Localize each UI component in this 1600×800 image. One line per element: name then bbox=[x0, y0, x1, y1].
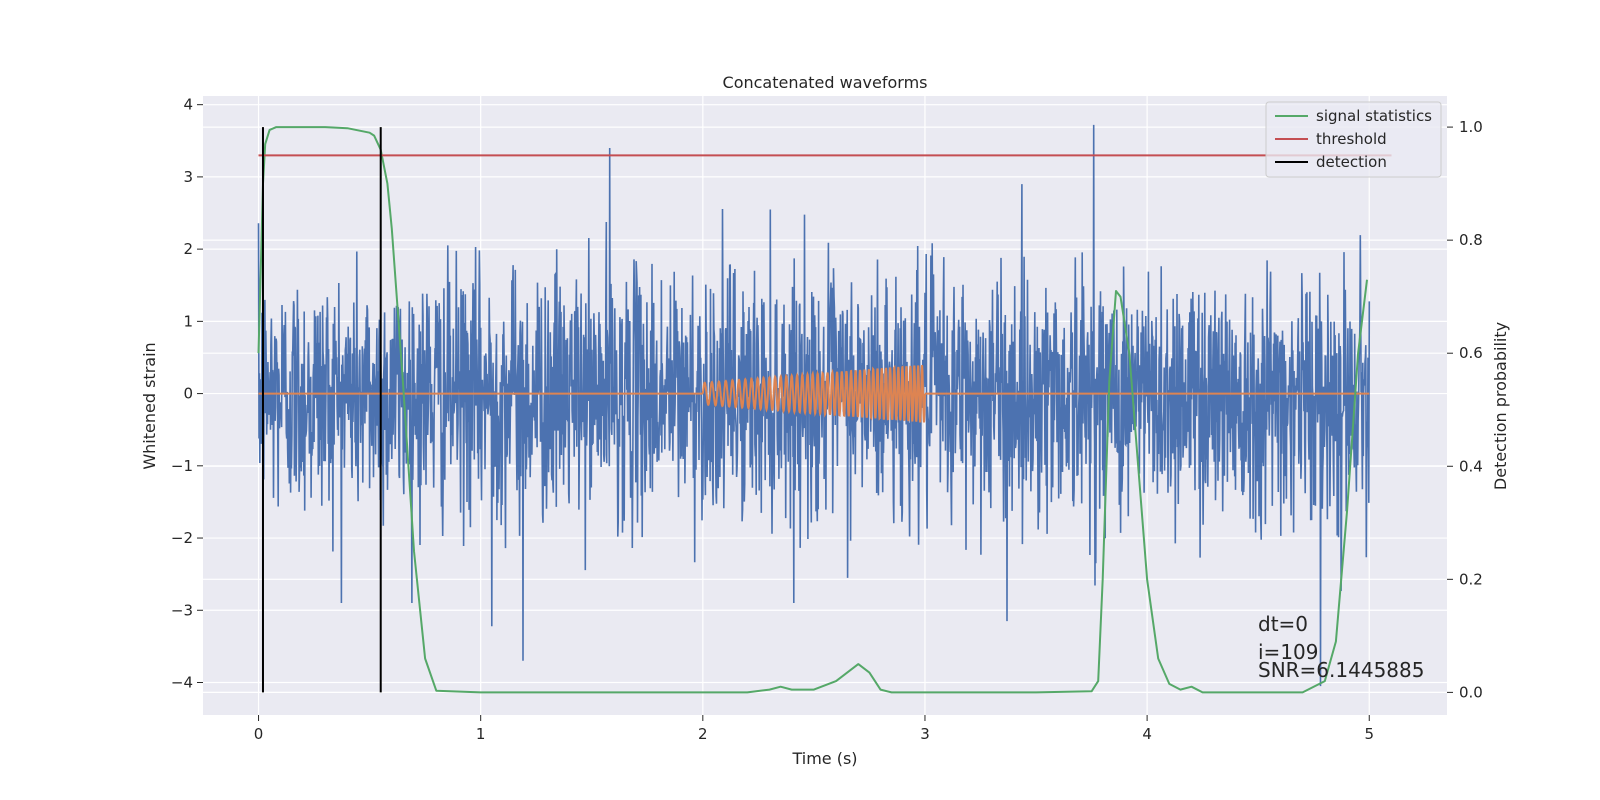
y-left-tick-label-4: 0 bbox=[183, 385, 193, 403]
legend-label-signal-statistics: signal statistics bbox=[1316, 107, 1432, 125]
x-tick-label-0: 0 bbox=[254, 725, 264, 743]
x-tick-label-4: 4 bbox=[1142, 725, 1152, 743]
y-right-tick-label-0: 0.0 bbox=[1459, 683, 1483, 701]
x-tick-label-3: 3 bbox=[920, 725, 930, 743]
y-right-tick-label-5: 1.0 bbox=[1459, 118, 1483, 136]
y-axis-label-left: Whitened strain bbox=[140, 342, 159, 469]
series-strain-line bbox=[257, 124, 1371, 687]
legend-box bbox=[1265, 101, 1442, 178]
y-axis-label-right: Detection probability bbox=[1491, 322, 1510, 490]
annotation-index: i=109 bbox=[1258, 640, 1319, 664]
annotations: dt=0 i=109 SNR=6.1445885 bbox=[1258, 612, 1424, 682]
chart-title: Concatenated waveforms bbox=[723, 73, 928, 92]
y-left-tick-label-0: −4 bbox=[171, 673, 193, 691]
y-left-tick-label-1: −3 bbox=[171, 601, 193, 619]
y-left-tick-label-2: −2 bbox=[171, 529, 193, 547]
legend-label-threshold: threshold bbox=[1316, 130, 1387, 148]
y-left-tick-label-5: 1 bbox=[183, 312, 193, 330]
x-tick-label-5: 5 bbox=[1364, 725, 1374, 743]
y-left-tick-label-7: 3 bbox=[183, 168, 193, 186]
annotation-snr: SNR=6.1445885 bbox=[1258, 658, 1424, 682]
annotation-dt: dt=0 bbox=[1258, 612, 1308, 636]
tick-labels: 0 1 2 3 4 5 −4 −3 −2 −1 0 1 2 3 4 0.0 0.2 0.4 0.6 0.8 1.0 bbox=[171, 96, 1483, 743]
y-right-tick-label-3: 0.6 bbox=[1459, 344, 1483, 362]
y-right-tick-label-2: 0.4 bbox=[1459, 457, 1483, 475]
legend: signal statistics threshold detection bbox=[1265, 101, 1442, 178]
y-left-tick-label-3: −1 bbox=[171, 457, 193, 475]
series-signal-statistics-line bbox=[257, 126, 1368, 694]
x-tick-label-2: 2 bbox=[698, 725, 708, 743]
y-right-tick-label-1: 0.2 bbox=[1459, 570, 1483, 588]
series-injected-signal-line bbox=[258, 364, 1370, 423]
legend-label-detection: detection bbox=[1316, 153, 1387, 171]
series-layer bbox=[257, 124, 1392, 694]
y-left-tick-label-8: 4 bbox=[183, 96, 193, 114]
y-right-tick-label-4: 0.8 bbox=[1459, 231, 1483, 249]
x-axis-label: Time (s) bbox=[791, 749, 857, 768]
y-left-tick-label-6: 2 bbox=[183, 240, 193, 258]
x-tick-label-1: 1 bbox=[476, 725, 486, 743]
